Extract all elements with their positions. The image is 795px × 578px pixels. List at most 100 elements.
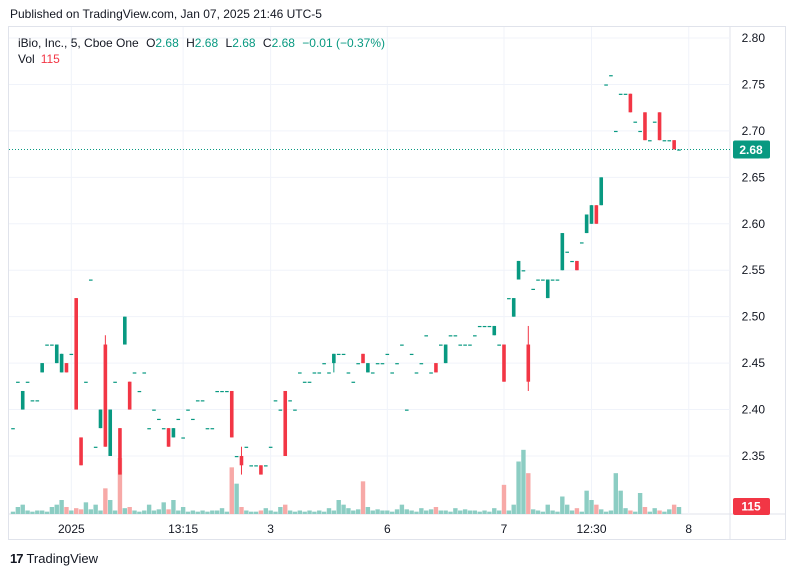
volume-bar (370, 510, 375, 514)
candle-body (594, 205, 599, 224)
volume-bar (297, 510, 303, 514)
volume-bar (312, 511, 317, 514)
volume-bar (662, 511, 667, 514)
legend-close-label: C (262, 36, 272, 50)
volume-bar (171, 500, 176, 514)
legend-volume-value: 115 (40, 52, 60, 66)
volume-bar (64, 507, 69, 514)
legend-low-value: 2.68 (232, 36, 256, 50)
candle-body (511, 298, 516, 317)
candle-body (565, 251, 569, 253)
volume-bar (200, 510, 205, 514)
candle-body (142, 372, 147, 374)
candle-body (74, 298, 78, 410)
volume-bar (244, 510, 249, 514)
volume-bar (44, 511, 50, 514)
candle-body (244, 446, 249, 448)
candle-body (555, 279, 560, 281)
volume-bar (438, 510, 443, 514)
candle-body (390, 372, 394, 374)
volume-bar (613, 473, 619, 514)
candle-body (118, 428, 122, 475)
volume-bar (496, 510, 502, 514)
volume-bar (229, 467, 234, 514)
candle-body (453, 335, 458, 337)
volume-bar (78, 509, 84, 514)
volume-bar (574, 508, 580, 514)
volume-bar (268, 510, 273, 514)
volume-bar (321, 511, 327, 514)
volume-bar (433, 507, 439, 514)
volume-bar (458, 510, 463, 514)
volume-bar (535, 510, 541, 514)
volume-bar (35, 510, 40, 514)
volume-bar (462, 509, 468, 514)
volume-bar (190, 510, 196, 514)
x-tick-label: 13:15 (168, 522, 198, 536)
volume-bar (278, 507, 283, 514)
volume-bar (292, 511, 298, 514)
volume-bar (224, 511, 230, 514)
candle-body (249, 465, 254, 467)
y-tick-label: 2.35 (742, 449, 766, 463)
legend-symbol[interactable]: iBio, Inc., 5, Cboe One (18, 36, 139, 50)
volume-bar (205, 511, 210, 514)
candle-body (526, 344, 531, 382)
candle-body (487, 325, 492, 328)
candle-body (385, 353, 390, 356)
volume-bar (146, 504, 152, 514)
candle-body (531, 288, 535, 290)
candle-body (200, 400, 205, 402)
candle-body (103, 344, 108, 447)
candle-body (366, 363, 370, 373)
y-tick-label: 2.50 (742, 310, 766, 324)
volume-bar (511, 504, 516, 514)
candle-body (312, 372, 317, 374)
candle-body (468, 344, 472, 346)
candle-body (25, 381, 30, 383)
candle-body (375, 363, 380, 365)
x-tick-label: 2025 (58, 522, 85, 536)
legend-open-label: O (146, 36, 156, 50)
y-tick-label: 2.80 (742, 31, 766, 45)
volume-bar (564, 504, 570, 514)
candle-body (400, 344, 404, 346)
volume-bar (219, 508, 225, 514)
candle-body (536, 279, 540, 281)
candle-body (579, 242, 584, 244)
candle-body (113, 381, 117, 383)
last-price-label: 2.68 (739, 143, 763, 157)
volume-bar (69, 510, 74, 514)
footer-branding[interactable]: 17 TradingView (10, 551, 98, 566)
candle-body (152, 409, 156, 411)
volume-bar (637, 493, 643, 514)
legend-high-label: H (186, 36, 195, 50)
candle-body (273, 400, 278, 402)
candle-body (404, 409, 409, 411)
candle-body (672, 140, 676, 150)
volume-bar (375, 509, 380, 514)
candle-body (521, 270, 526, 272)
candle-body (604, 84, 608, 86)
x-tick-label: 8 (685, 522, 692, 536)
volume-bar (210, 510, 215, 514)
legend-low-label: L (225, 36, 233, 50)
candle-body (502, 344, 506, 382)
candle-body (424, 335, 429, 337)
candle-body (64, 363, 69, 373)
candle-body (157, 418, 161, 421)
volume-bar (195, 511, 200, 514)
candle-body (317, 372, 322, 374)
volume-bar (623, 508, 628, 514)
candle-body (380, 363, 385, 365)
price-axis: 2.80 2.75 2.70 2.65 2.60 2.55 2.50 2.45 2.40 2.35 (742, 31, 766, 463)
chart-frame[interactable] (8, 26, 786, 540)
candle-body (123, 316, 127, 345)
grid-lines (9, 27, 785, 540)
volume-bar (317, 510, 322, 514)
candle-body (186, 409, 190, 411)
candle-body (20, 390, 25, 410)
volume-bar (642, 507, 648, 514)
candle-body (667, 140, 672, 142)
